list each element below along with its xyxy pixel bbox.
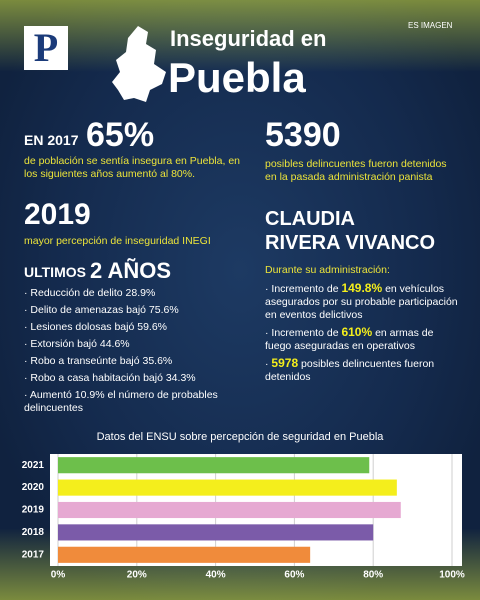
list-item: · Aumentó 10.9% el número de probables d…	[24, 389, 218, 414]
stat-number: 65%	[86, 116, 155, 154]
intro: Durante su administración:	[265, 264, 390, 276]
item-text: · Incremento de	[265, 283, 342, 295]
list-item: · Incremento de 610% en armas de fuego a…	[265, 326, 460, 353]
x-tick-label: 20%	[127, 570, 147, 581]
left-list: · Reducción de delito 28.9% · Delito de a…	[24, 287, 224, 419]
y-tick-label: 2021	[22, 460, 45, 471]
stat-text: de población se sentía insegura en Puebl…	[24, 155, 240, 180]
list-item: · 5978 posibles delincuentes fueron dete…	[265, 357, 460, 384]
x-tick-label: 60%	[284, 570, 304, 581]
x-tick-label: 100%	[439, 570, 465, 581]
stat-number: 5390	[265, 116, 341, 154]
x-tick-label: 80%	[363, 570, 383, 581]
item-text: · Incremento de	[265, 327, 342, 339]
stat-lead: EN 2017	[24, 132, 79, 148]
item-text: en vehículos asegurados por su probable …	[265, 283, 458, 321]
right-list: · Incremento de 149.8% en vehículos aseg…	[265, 282, 460, 388]
y-tick-label: 2020	[22, 482, 45, 493]
list-item: · Robo a transeúnte bajó 35.6%	[24, 355, 173, 367]
stat-number: 2019	[24, 198, 91, 231]
title-line2: Puebla	[168, 54, 306, 101]
highlight: 5978	[271, 356, 299, 370]
list-item: · Extorsión bajó 44.6%	[24, 338, 130, 350]
chart: Datos del ENSU sobre percepción de segur…	[22, 431, 465, 581]
stat-text: mayor percepción de inseguridad INEGI	[24, 235, 211, 247]
list-item: · Delito de amenazas bajó 75.6%	[24, 304, 179, 316]
list-heading: 2 AÑOS	[90, 258, 172, 283]
name-line1: CLAUDIA	[265, 208, 355, 230]
title-line1: Inseguridad en	[170, 26, 327, 51]
y-tick-label: 2018	[22, 527, 45, 538]
bar	[58, 457, 370, 474]
y-tick-label: 2017	[22, 549, 45, 560]
list-item: · Reducción de delito 28.9%	[24, 287, 156, 299]
bar	[58, 479, 397, 496]
list-item: · Lesiones dolosas bajó 59.6%	[24, 321, 168, 333]
bar	[58, 524, 374, 541]
item-text: en armas de fuego aseguradas en operativ…	[265, 327, 434, 352]
logo: P	[24, 26, 68, 70]
list-item: · Incremento de 149.8% en vehículos aseg…	[265, 282, 460, 322]
x-tick-label: 40%	[206, 570, 226, 581]
chart-title: Datos del ENSU sobre percepción de segur…	[97, 431, 385, 443]
name-line2: RIVERA VIVANCO	[265, 232, 436, 254]
bar	[58, 546, 311, 563]
item-text: posibles delincuentes fueron detenidos	[265, 358, 435, 383]
highlight: 610%	[341, 325, 373, 339]
highlight: 149.8%	[341, 281, 383, 295]
credit: ES IMAGEN	[408, 21, 453, 30]
list-lead: ULTIMOS	[24, 264, 86, 280]
item-text: ·	[265, 358, 272, 370]
list-item: · Robo a casa habitación bajó 34.3%	[24, 372, 196, 384]
bar	[58, 501, 401, 519]
x-tick-label: 0%	[51, 570, 66, 581]
stat-text: posibles delincuentes fueron detenidos e…	[265, 158, 447, 183]
y-tick-label: 2019	[22, 505, 45, 516]
map-silhouette	[112, 26, 166, 102]
